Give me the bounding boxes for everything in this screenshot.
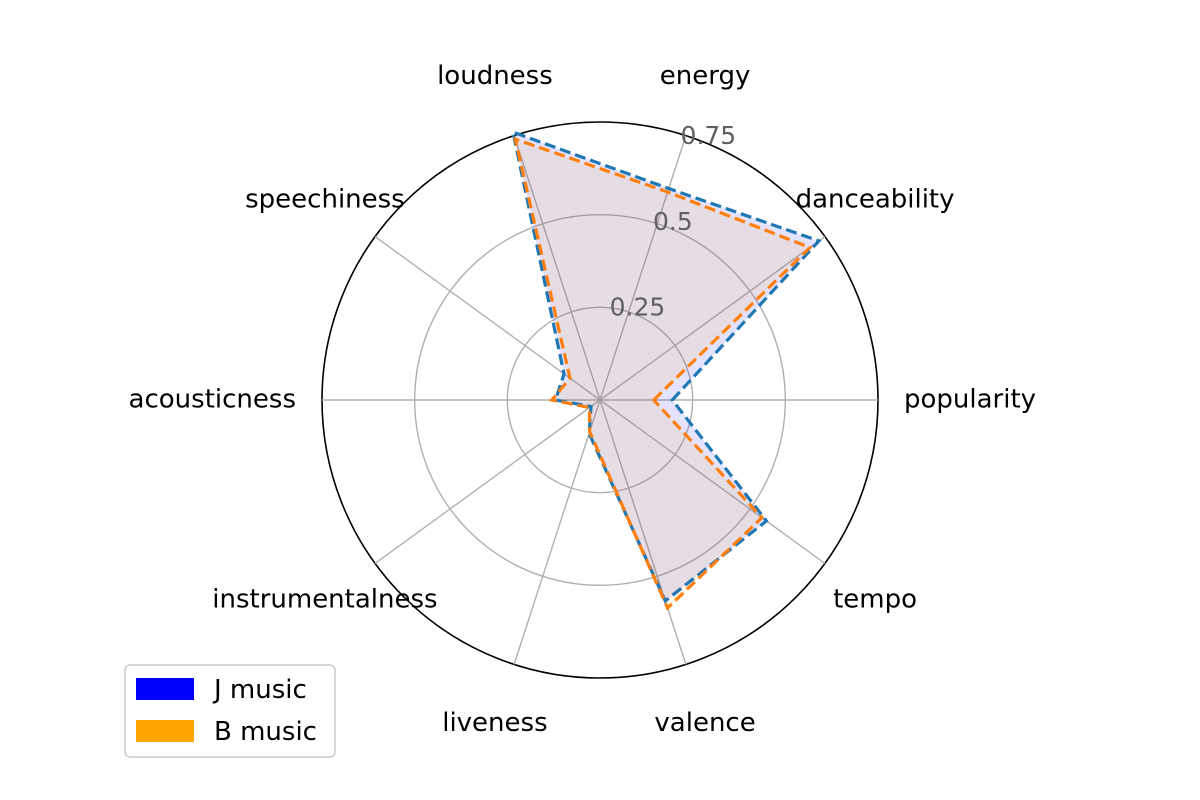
grid-spoke: [599, 236, 826, 401]
grid-spoke: [599, 399, 826, 564]
axis-label-energy: energy: [660, 61, 751, 91]
legend-swatch-b-music: [136, 720, 194, 742]
series-area-j-music: [512, 132, 819, 601]
grid-spoke: [513, 135, 601, 401]
series-fills: [512, 132, 819, 608]
grid-spoke: [513, 399, 601, 665]
axis-label-liveness: liveness: [442, 708, 547, 738]
axis-label-tempo: tempo: [833, 584, 917, 614]
grid-spoke: [374, 399, 601, 564]
axis-label-acousticness: acousticness: [129, 385, 296, 415]
series-lines: [510, 129, 822, 611]
legend: J music B music: [124, 664, 336, 758]
axis-label-popularity: popularity: [904, 385, 1036, 415]
radial-tick-labels: 0.25 0.5 0.75: [610, 121, 737, 321]
grid: [321, 121, 879, 679]
radial-tick-label: 0.25: [610, 292, 666, 321]
radial-tick-label: 0.75: [681, 121, 737, 150]
legend-swatch-j-music: [136, 678, 194, 700]
legend-label-b-music: B music: [214, 717, 317, 747]
axis-label-instrumentalness: instrumentalness: [212, 584, 437, 614]
axis-label-danceability: danceability: [796, 185, 955, 215]
axis-label-loudness: loudness: [437, 61, 553, 91]
series-line-j-music: [510, 129, 822, 604]
axis-label-valence: valence: [654, 708, 755, 738]
axis-labels: popularity danceability energy loudness spee…: [129, 61, 1037, 738]
series-line-b-music: [513, 136, 813, 611]
legend-label-j-music: J music: [212, 675, 307, 705]
axis-label-speechiness: speechiness: [245, 185, 405, 215]
grid-spoke: [599, 135, 687, 401]
series-area-b-music: [515, 139, 810, 608]
radial-tick-label: 0.5: [653, 207, 693, 236]
grid-spoke: [599, 399, 687, 665]
